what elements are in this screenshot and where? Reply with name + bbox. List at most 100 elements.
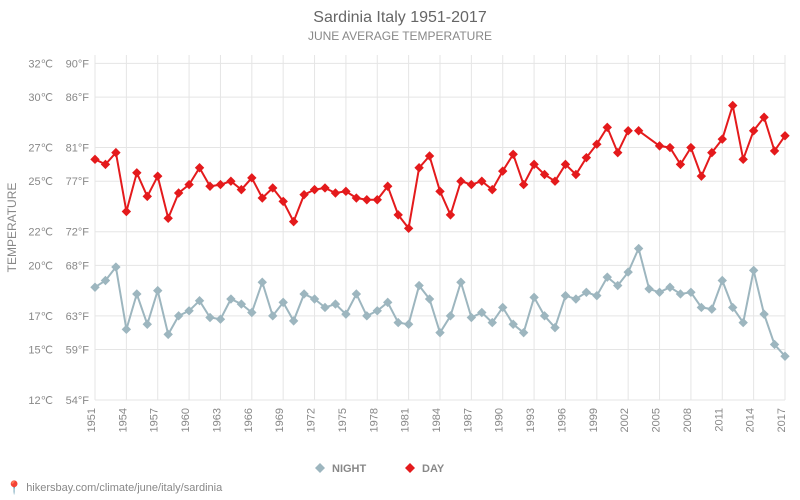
x-tick: 2011 [713,408,725,432]
marker-night [718,277,726,285]
marker-day [154,172,162,180]
y-tick-f: 63°F [66,311,90,323]
marker-day [290,218,298,226]
footer: 📍 hikersbay.com/climate/june/italy/sardi… [6,480,222,496]
marker-night [394,319,402,327]
y-tick-c: 20℃ [28,260,53,272]
marker-night [175,312,183,320]
marker-day [331,189,339,197]
y-tick-f: 90°F [66,58,90,70]
legend-label: DAY [422,463,445,475]
marker-day [739,155,747,163]
marker-night [352,290,360,298]
line-chart: Sardinia Italy 1951-2017JUNE AVERAGE TEM… [0,0,800,500]
x-tick: 2002 [619,408,631,432]
marker-night [405,320,413,328]
y-tick-c: 32℃ [28,58,53,70]
marker-day [311,186,319,194]
y-tick-c: 25℃ [28,176,53,188]
x-tick: 1957 [149,408,161,432]
marker-day [467,181,475,189]
x-tick: 2005 [651,408,663,432]
y-tick-c: 30℃ [28,92,53,104]
marker-night [133,290,141,298]
marker-day [614,149,622,157]
map-pin-icon: 📍 [6,480,22,496]
x-tick: 1966 [243,408,255,432]
marker-night [122,325,130,333]
y-axis-label: TEMPERATURE [5,183,19,273]
y-tick-c: 15℃ [28,345,53,357]
y-tick-f: 54°F [66,395,90,407]
marker-day [143,192,151,200]
footer-text: hikersbay.com/climate/june/italy/sardini… [26,482,222,494]
marker-night [457,278,465,286]
x-tick: 1978 [368,408,380,432]
y-tick-c: 22℃ [28,227,53,239]
marker-night [227,295,235,303]
x-tick: 1954 [117,408,129,432]
marker-day [697,172,705,180]
marker-night [708,305,716,313]
marker-day [729,101,737,109]
marker-day [446,211,454,219]
marker-night [290,317,298,325]
legend-label: NIGHT [332,463,367,475]
x-tick: 1963 [211,408,223,432]
y-tick-c: 12℃ [28,395,53,407]
marker-night [164,330,172,338]
y-tick-c: 17℃ [28,311,53,323]
marker-night [363,312,371,320]
marker-night [656,288,664,296]
marker-day [300,191,308,199]
x-tick: 1984 [431,408,443,432]
marker-night [154,287,162,295]
marker-day [321,184,329,192]
marker-night [530,293,538,301]
marker-day [133,169,141,177]
marker-day [436,187,444,195]
y-tick-f: 68°F [66,260,90,272]
marker-day [624,127,632,135]
y-tick-f: 59°F [66,345,90,357]
x-tick: 2014 [745,408,757,432]
marker-day [164,214,172,222]
x-tick: 1999 [588,408,600,432]
marker-day [206,182,214,190]
y-tick-f: 81°F [66,143,90,155]
marker-night [300,290,308,298]
x-tick: 2008 [682,408,694,432]
legend-marker [405,463,415,473]
x-tick: 1990 [494,408,506,432]
marker-night [635,245,643,253]
x-tick: 1951 [86,408,98,432]
marker-day [216,181,224,189]
x-tick: 1996 [556,408,568,432]
x-tick: 1960 [180,408,192,432]
marker-night [216,315,224,323]
y-tick-f: 77°F [66,176,90,188]
y-tick-f: 86°F [66,92,90,104]
marker-day [457,177,465,185]
y-tick-f: 72°F [66,227,90,239]
marker-day [91,155,99,163]
marker-night [593,292,601,300]
marker-night [561,292,569,300]
chart-container: Sardinia Italy 1951-2017JUNE AVERAGE TEM… [0,0,800,500]
marker-night [467,314,475,322]
marker-night [750,266,758,274]
marker-night [760,310,768,318]
x-tick: 1975 [337,408,349,432]
legend-marker [315,463,325,473]
marker-day [363,196,371,204]
x-tick: 1981 [400,408,412,432]
marker-night [143,320,151,328]
marker-night [258,278,266,286]
x-tick: 2017 [776,408,788,432]
marker-day [520,181,528,189]
y-tick-c: 27℃ [28,143,53,155]
x-tick: 1993 [525,408,537,432]
marker-night [645,285,653,293]
marker-day [122,208,130,216]
x-tick: 1987 [462,408,474,432]
